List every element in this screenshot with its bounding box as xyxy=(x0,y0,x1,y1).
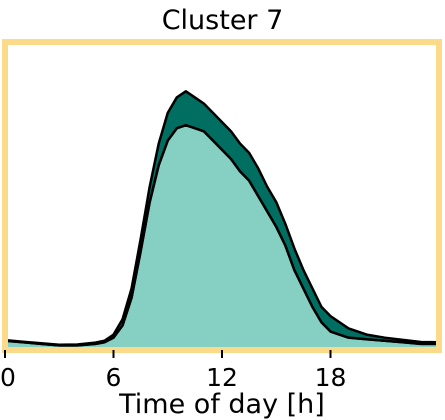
x-axis: 0 6 12 18 xyxy=(0,350,346,392)
chart-title: Cluster 7 xyxy=(161,5,284,36)
x-axis-label: Time of day [h] xyxy=(118,389,325,420)
x-tick-label-12: 12 xyxy=(206,363,238,392)
x-tick-label-6: 6 xyxy=(106,363,122,392)
area-series-1 xyxy=(3,123,441,352)
x-tick-label-18: 18 xyxy=(315,363,347,392)
plot-area xyxy=(3,90,441,352)
x-tick-label-0: 0 xyxy=(0,363,16,392)
